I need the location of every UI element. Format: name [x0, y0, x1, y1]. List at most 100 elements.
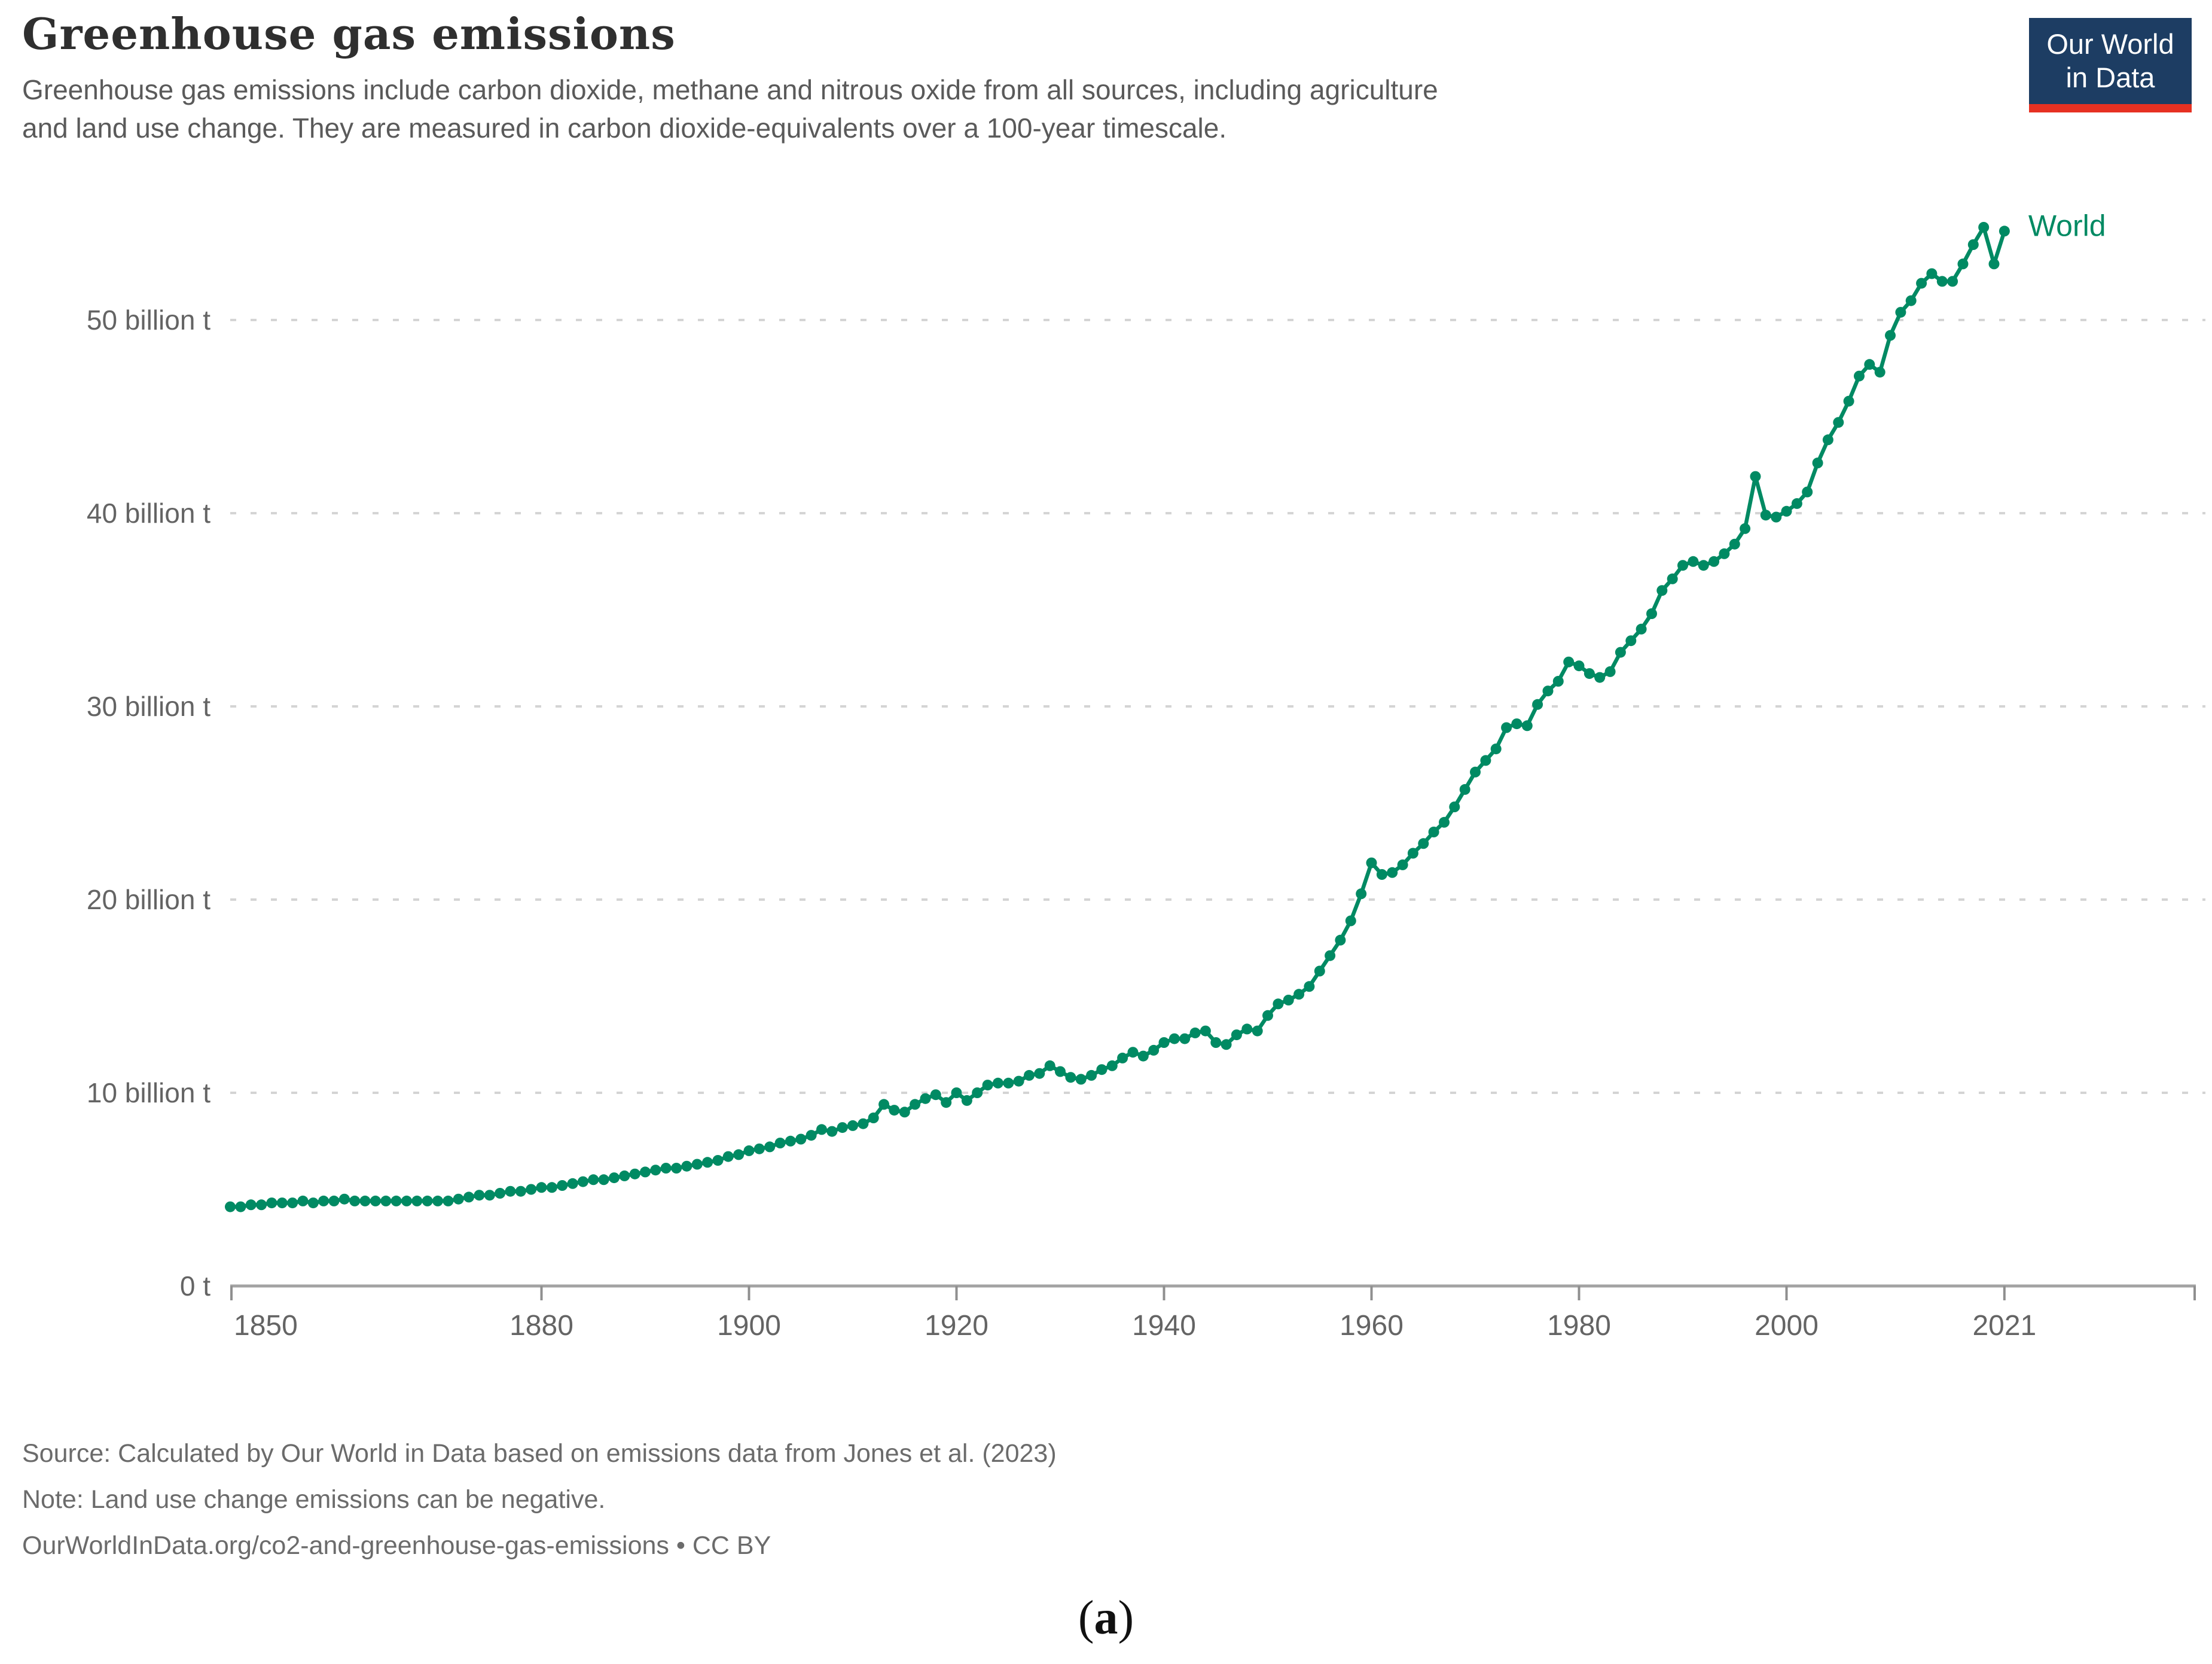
data-point — [1210, 1037, 1222, 1048]
data-point — [1490, 743, 1502, 755]
data-point — [1584, 668, 1595, 679]
data-point — [1563, 656, 1575, 668]
data-point — [774, 1138, 786, 1148]
world-series-points — [225, 222, 2010, 1212]
data-point — [868, 1113, 879, 1123]
data-point — [650, 1165, 661, 1176]
chart-footer: Source: Calculated by Our World in Data … — [22, 1431, 1057, 1569]
data-point — [588, 1174, 599, 1185]
caption-letter: a — [1094, 1592, 1118, 1644]
data-point — [629, 1168, 640, 1180]
data-point — [1740, 523, 1751, 534]
data-point — [785, 1135, 796, 1147]
citation-url-line[interactable]: OurWorldInData.org/co2-and-greenhouse-ga… — [22, 1531, 771, 1560]
owid-logo[interactable]: Our World in Data — [2029, 18, 2192, 112]
data-point — [1470, 766, 1481, 778]
data-point — [546, 1182, 557, 1193]
data-point — [1283, 995, 1294, 1005]
data-point — [453, 1193, 464, 1205]
data-point — [328, 1195, 340, 1206]
data-point — [910, 1099, 921, 1110]
data-point — [930, 1089, 941, 1101]
data-point — [920, 1093, 931, 1104]
data-point — [1729, 538, 1740, 550]
note-line: Note: Land use change emissions can be n… — [22, 1485, 606, 1514]
data-point — [1003, 1077, 1014, 1089]
data-point — [951, 1087, 962, 1098]
data-point — [837, 1122, 848, 1133]
data-point — [390, 1195, 402, 1206]
data-point — [1013, 1075, 1024, 1087]
y-tick-label: 10 billion t — [87, 1077, 210, 1108]
data-point — [1480, 755, 1491, 766]
data-point — [338, 1193, 350, 1205]
data-point — [1677, 560, 1688, 571]
series-label-world[interactable]: World — [2028, 209, 2106, 242]
data-point — [681, 1160, 692, 1172]
data-point — [1708, 556, 1720, 567]
y-gridlines — [230, 319, 2205, 1094]
data-point — [1552, 676, 1564, 687]
world-series-line[interactable] — [228, 225, 2007, 1209]
data-point — [609, 1172, 620, 1184]
data-point — [1802, 486, 1813, 498]
data-point — [1885, 330, 1896, 341]
data-point — [712, 1155, 724, 1166]
x-tick-label: 1900 — [717, 1310, 781, 1342]
data-point — [266, 1197, 277, 1209]
data-point — [1988, 258, 2000, 270]
data-point — [764, 1141, 776, 1153]
data-point — [411, 1195, 423, 1206]
data-point — [536, 1182, 547, 1193]
data-point — [1221, 1039, 1232, 1050]
data-point — [1148, 1044, 1160, 1056]
data-point — [1241, 1023, 1253, 1035]
data-point — [1698, 560, 1709, 571]
data-point — [598, 1174, 609, 1185]
data-point — [1604, 666, 1616, 677]
data-point — [1387, 867, 1398, 878]
data-point — [1750, 471, 1761, 482]
chart-subtitle: Greenhouse gas emissions include carbon … — [22, 71, 1438, 147]
x-tick-label: 1960 — [1340, 1310, 1404, 1342]
data-point — [1947, 276, 1958, 287]
data-point — [1532, 699, 1543, 710]
data-point — [1345, 915, 1356, 927]
data-point — [432, 1195, 443, 1206]
data-point — [1200, 1025, 1211, 1037]
chart-subtitle-line1: Greenhouse gas emissions include carbon … — [22, 74, 1438, 105]
data-point — [1086, 1069, 1097, 1081]
x-tick-label: 2021 — [1972, 1310, 2036, 1342]
data-point — [941, 1097, 952, 1108]
data-point — [1719, 548, 1730, 559]
data-point — [1356, 888, 1367, 900]
data-point — [858, 1118, 869, 1129]
data-point — [660, 1163, 672, 1174]
data-point — [567, 1178, 578, 1189]
data-point — [1127, 1047, 1139, 1058]
data-point — [1065, 1072, 1076, 1083]
data-point — [1854, 370, 1865, 382]
data-point — [1521, 720, 1533, 732]
data-point — [961, 1095, 972, 1106]
data-point — [1325, 950, 1336, 961]
data-point — [826, 1126, 838, 1137]
data-point — [1874, 367, 1885, 378]
data-point — [1137, 1050, 1149, 1062]
data-point — [1967, 239, 1979, 250]
data-point — [1905, 295, 1917, 306]
data-point — [1594, 672, 1606, 683]
data-point — [1055, 1066, 1066, 1077]
data-point — [443, 1195, 454, 1206]
data-point — [1075, 1074, 1087, 1085]
data-point — [1625, 635, 1637, 647]
data-point — [287, 1197, 298, 1209]
data-point — [1168, 1033, 1180, 1044]
data-point — [1936, 276, 1948, 287]
data-point — [889, 1105, 900, 1116]
data-point — [899, 1107, 910, 1118]
data-point — [1449, 801, 1460, 812]
data-point — [1667, 573, 1678, 584]
